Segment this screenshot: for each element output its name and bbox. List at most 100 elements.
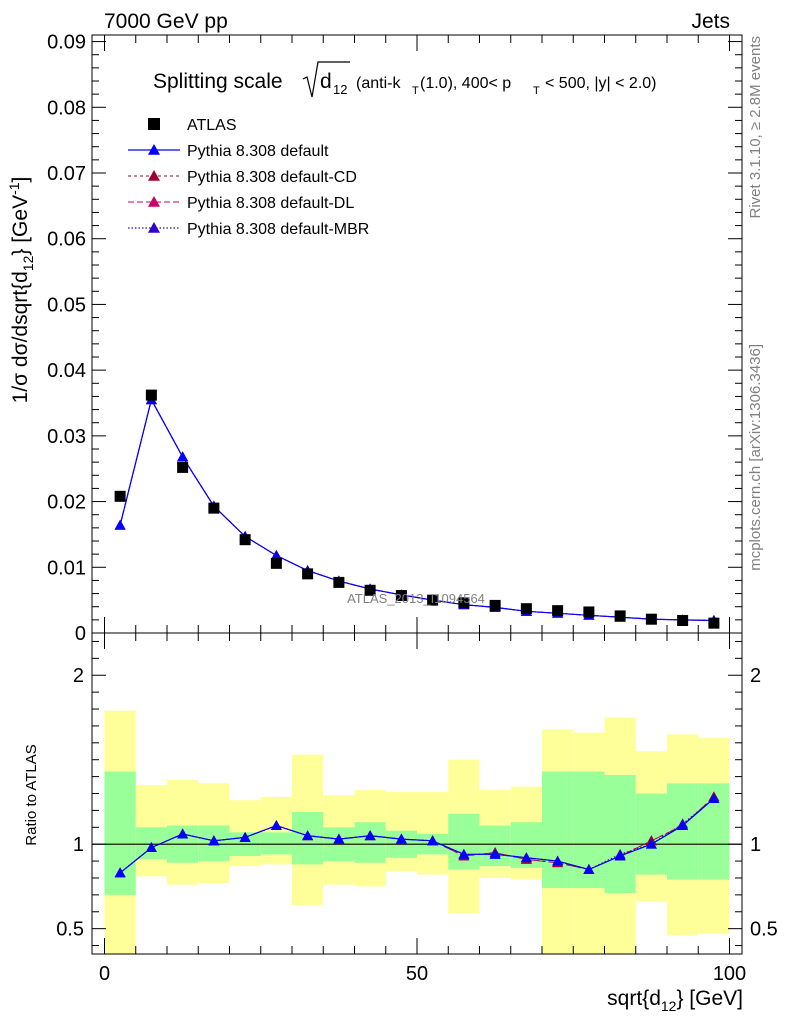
atlas-data-point: [677, 615, 689, 627]
legend-entry: ATLAS: [187, 117, 237, 134]
atlas-data-point: [427, 594, 439, 606]
ratio-band-inner: [448, 813, 480, 870]
y-tick-label: 0.03: [47, 426, 86, 448]
main-panel-axes: 0 0.01 0.02 0.03 0.04 0.05 0.06 0.07 0.08 0.09: [47, 32, 742, 645]
atlas-data-point: [489, 599, 501, 611]
y-tick-label: 0.07: [47, 163, 86, 185]
legend-entry: Pythia 8.308 default-MBR: [187, 221, 369, 238]
ratio-panel-axes: 0.5 0.5 1 1 2 2 0 50 100: [56, 633, 778, 985]
legend: ATLAS Pythia 8.308 default Pythia 8.308 de…: [128, 117, 369, 238]
ratio-series-1-marker: [677, 820, 689, 830]
ratio-y-tick-label: 2: [73, 665, 84, 687]
y-tick-label: 0.01: [47, 557, 86, 579]
y-tick-label: 0: [75, 623, 86, 645]
legend-marker-1: [148, 144, 160, 155]
atlas-data-point: [395, 590, 407, 602]
ratio-series-1-marker: [520, 852, 532, 863]
ratio-series-1-marker: [239, 831, 251, 842]
ratio-series-1-marker: [114, 867, 126, 878]
ratio-series-1-marker: [552, 855, 564, 866]
chart-title: Splitting scale d 12 (anti-k T (1.0), 40…: [153, 61, 657, 98]
legend-entry: Pythia 8.308 default-DL: [187, 195, 354, 212]
y-tick-label: 0.08: [47, 97, 86, 119]
legend-marker-3: [148, 196, 160, 207]
y-tick-label: 0.04: [47, 360, 86, 382]
ratio-series-1-marker: [333, 833, 345, 844]
atlas-data-point: [177, 461, 189, 473]
ratio-band-inner: [542, 771, 574, 889]
atlas-data-point: [458, 597, 470, 609]
atlas-data-point: [614, 610, 626, 622]
ratio-y-tick-label-right: 1: [750, 834, 761, 856]
y-axis-label: 1/σ dσ/dsqrt{d12} [GeV-1]: [6, 177, 36, 404]
ratio-y-tick-label: 0.5: [56, 919, 84, 941]
legend-marker-2: [148, 170, 160, 181]
ratio-band-inner: [604, 774, 636, 894]
y-tick-label: 0.05: [47, 294, 86, 316]
legend-entry: Pythia 8.308 default-CD: [187, 169, 357, 186]
ratio-band-inner: [479, 825, 511, 867]
title-rest-1: (anti-k: [356, 75, 401, 92]
analysis-watermark: ATLAS_2013_I1094564: [347, 591, 485, 606]
ratio-series-1-marker: [177, 828, 189, 839]
header-energy: 7000 GeV pp: [104, 10, 228, 33]
ratio-series-1-marker: [614, 850, 626, 861]
ratio-series-1-marker: [489, 848, 501, 859]
x-tick-label: 100: [713, 963, 746, 985]
ratio-series-1-marker: [583, 864, 595, 874]
main-series-1-marker: [177, 451, 189, 462]
y-tick-label: 0.02: [47, 492, 86, 514]
ratio-series-1-marker: [364, 830, 376, 841]
atlas-data-point: [708, 617, 720, 629]
legend-entry: Pythia 8.308 default: [187, 143, 329, 160]
x-axis-label: sqrt{d12} [GeV]: [607, 987, 743, 1014]
ratio-series-1-marker: [645, 838, 657, 849]
atlas-data-point: [552, 605, 564, 617]
ratio-band-outer: [417, 791, 449, 875]
atlas-data-point: [302, 568, 314, 580]
ratio-series-line-1: [119, 798, 715, 874]
ratio-series-1-marker: [708, 793, 720, 803]
title-var-sub: 12: [333, 82, 347, 97]
ratio-band-inner: [635, 793, 667, 875]
ratio-band-inner: [354, 822, 386, 863]
main-panel: 0 0.01 0.02 0.03 0.04 0.05 0.06 0.07 0.08 0.09: [47, 32, 743, 645]
atlas-data-point: [239, 534, 251, 546]
ratio-band-inner: [260, 832, 292, 855]
title-prefix: Splitting scale: [153, 70, 283, 93]
rivet-version-label: Rivet 3.1.10, ≥ 2.8M events: [747, 36, 764, 219]
title-rest-2-sub: T: [533, 85, 540, 97]
title-rest-2: (1.0), 400< p: [420, 75, 511, 92]
x-tick-label: 50: [406, 963, 428, 985]
atlas-data-point: [364, 584, 376, 596]
ratio-series-1-marker: [427, 835, 439, 846]
title-rest-1-sub: T: [412, 85, 419, 97]
ratio-series-1-marker: [208, 835, 220, 846]
main-panel-marks: [114, 389, 720, 629]
y-tick-label: 0.06: [47, 229, 86, 251]
ratio-panel: 0.5 0.5 1 1 2 2 0 50 100: [56, 632, 778, 985]
ratio-series-line-4: [119, 798, 715, 874]
title-var: d: [320, 70, 332, 93]
ratio-y-tick-label-right: 0.5: [750, 919, 778, 941]
ratio-series-1-marker: [395, 833, 407, 844]
y-tick-label: 0.09: [47, 32, 86, 54]
ratio-series-1-marker: [145, 842, 157, 852]
atlas-data-point: [333, 576, 345, 588]
ratio-y-axis-label: Ratio to ATLAS: [23, 744, 40, 845]
atlas-data-point: [583, 606, 595, 618]
atlas-data-point: [208, 502, 220, 514]
atlas-data-point: [520, 603, 532, 615]
title-rest-3: < 500, |y| < 2.0): [545, 75, 657, 92]
ratio-series-1-marker: [458, 848, 470, 859]
main-series-1-marker: [270, 549, 282, 560]
legend-marker-4: [148, 222, 160, 233]
legend-marker-atlas: [148, 118, 160, 130]
header-jets: Jets: [691, 10, 730, 33]
atlas-data-point: [145, 389, 157, 401]
ratio-panel-marks: [92, 710, 742, 954]
atlas-data-point: [114, 490, 126, 502]
atlas-data-point: [645, 613, 657, 625]
mcplots-label: mcplots.cern.ch [arXiv:1306.3436]: [747, 344, 764, 571]
